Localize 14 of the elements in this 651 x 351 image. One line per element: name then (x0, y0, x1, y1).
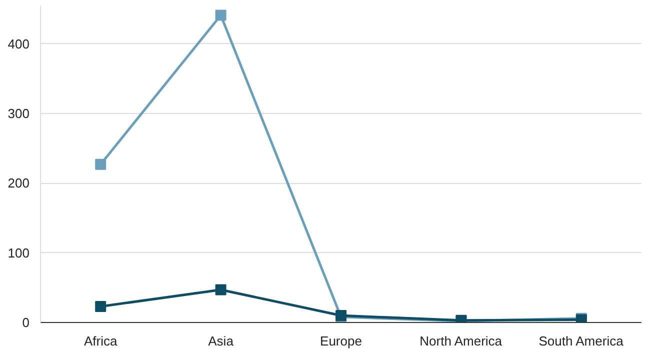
y-tick-label: 400 (8, 36, 30, 52)
point (95, 158, 106, 170)
point (215, 284, 226, 296)
x-tick-label: Europe (320, 334, 362, 348)
x-tick-label: North America (420, 334, 503, 348)
x-tick-label: Asia (208, 334, 234, 348)
point (215, 10, 226, 21)
x-tick-label: South America (538, 334, 624, 348)
y-tick-label: 0 (22, 315, 30, 330)
y-tick-label: 200 (8, 176, 30, 191)
y-tick-label: 300 (8, 106, 30, 121)
x-tick-label: Africa (84, 334, 118, 348)
point (95, 300, 106, 312)
y-tick-label: 100 (8, 245, 30, 260)
